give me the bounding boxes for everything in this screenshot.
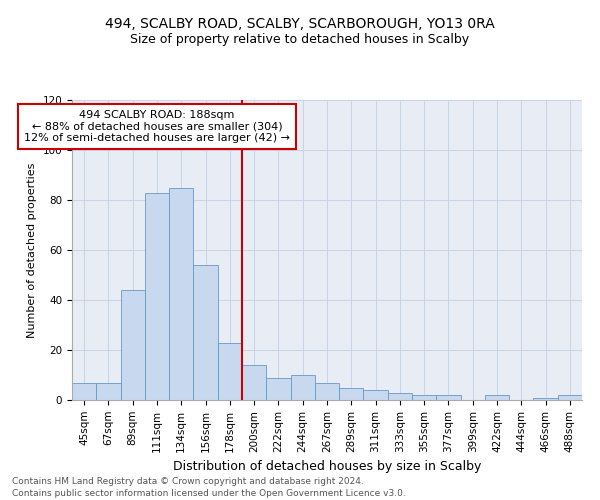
Text: 494, SCALBY ROAD, SCALBY, SCARBOROUGH, YO13 0RA: 494, SCALBY ROAD, SCALBY, SCARBOROUGH, Y… <box>105 18 495 32</box>
Bar <box>72 382 96 400</box>
Bar <box>364 390 388 400</box>
Bar <box>436 395 461 400</box>
Bar <box>193 265 218 400</box>
Bar <box>533 398 558 400</box>
Bar <box>266 378 290 400</box>
Bar <box>558 395 582 400</box>
Text: Contains HM Land Registry data © Crown copyright and database right 2024.: Contains HM Land Registry data © Crown c… <box>12 478 364 486</box>
X-axis label: Distribution of detached houses by size in Scalby: Distribution of detached houses by size … <box>173 460 481 473</box>
Bar <box>290 375 315 400</box>
Bar <box>315 382 339 400</box>
Bar <box>169 188 193 400</box>
Bar <box>485 395 509 400</box>
Bar <box>412 395 436 400</box>
Y-axis label: Number of detached properties: Number of detached properties <box>27 162 37 338</box>
Text: Contains public sector information licensed under the Open Government Licence v3: Contains public sector information licen… <box>12 489 406 498</box>
Bar <box>339 388 364 400</box>
Bar <box>388 392 412 400</box>
Bar <box>145 192 169 400</box>
Text: 494 SCALBY ROAD: 188sqm
← 88% of detached houses are smaller (304)
12% of semi-d: 494 SCALBY ROAD: 188sqm ← 88% of detache… <box>24 110 290 143</box>
Bar <box>242 365 266 400</box>
Bar <box>121 290 145 400</box>
Bar <box>218 342 242 400</box>
Bar <box>96 382 121 400</box>
Text: Size of property relative to detached houses in Scalby: Size of property relative to detached ho… <box>130 32 470 46</box>
